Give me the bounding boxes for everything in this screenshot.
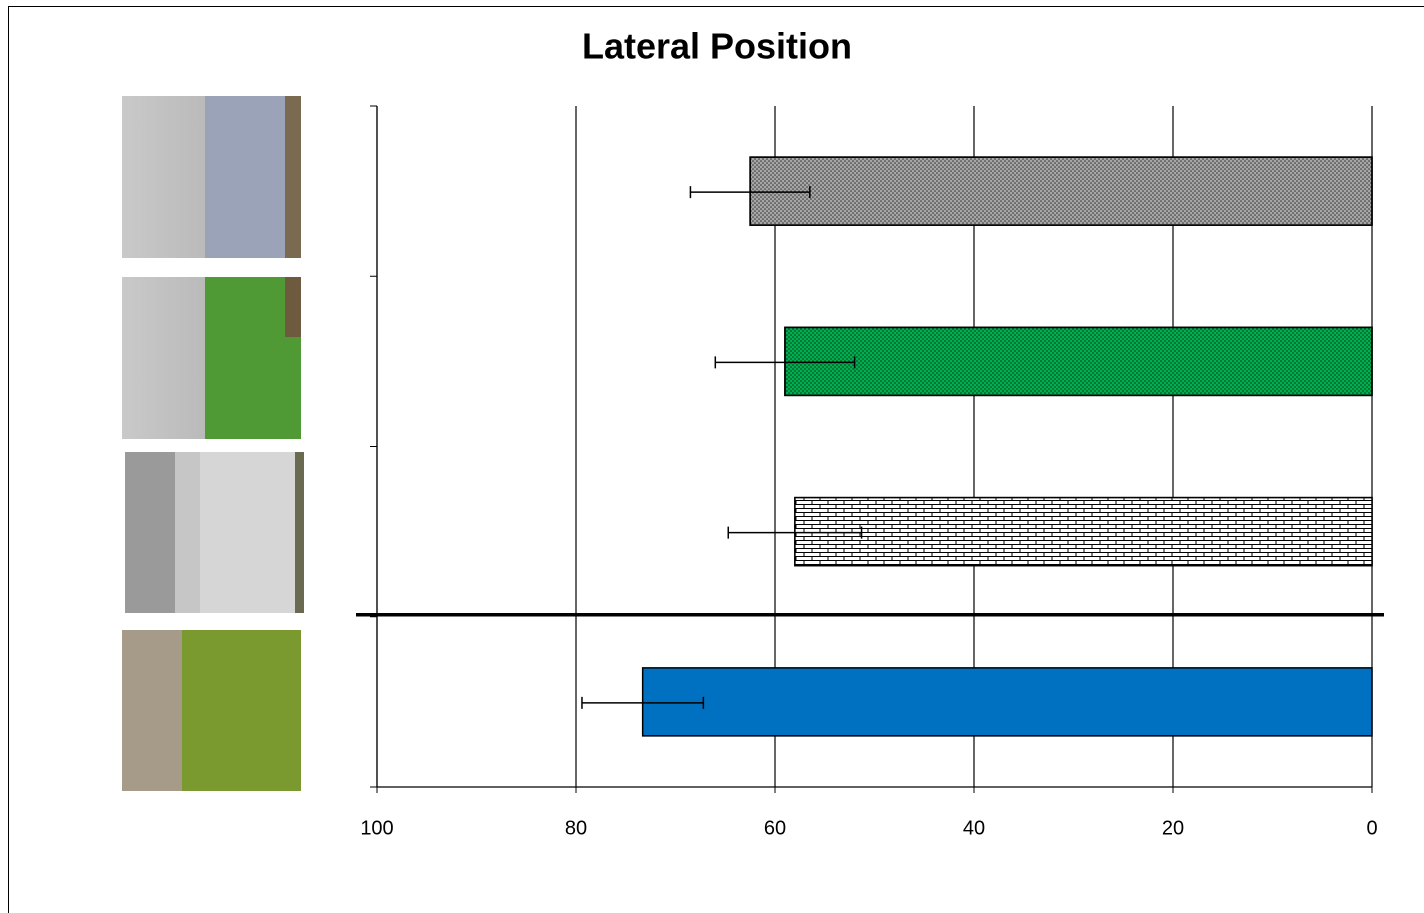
x-tick-label: 60 bbox=[764, 817, 786, 839]
x-tick-label: 40 bbox=[963, 817, 985, 839]
x-tick-label: 80 bbox=[565, 817, 587, 839]
photos bbox=[122, 96, 304, 791]
bar bbox=[641, 667, 1373, 737]
error-bar bbox=[727, 526, 863, 539]
bar-pattern bbox=[794, 496, 1373, 567]
bar-pattern bbox=[749, 156, 1373, 226]
frame bbox=[8, 6, 1424, 913]
x-tick-label: 0 bbox=[1366, 817, 1377, 839]
bar-pattern bbox=[784, 326, 1373, 397]
x-tick-label: 100 bbox=[360, 817, 393, 839]
error-bar bbox=[689, 186, 811, 199]
chart-title: Lateral Position bbox=[582, 26, 852, 67]
error-bar bbox=[581, 696, 705, 709]
x-tick-label: 20 bbox=[1162, 817, 1184, 839]
error-bar bbox=[714, 356, 856, 369]
